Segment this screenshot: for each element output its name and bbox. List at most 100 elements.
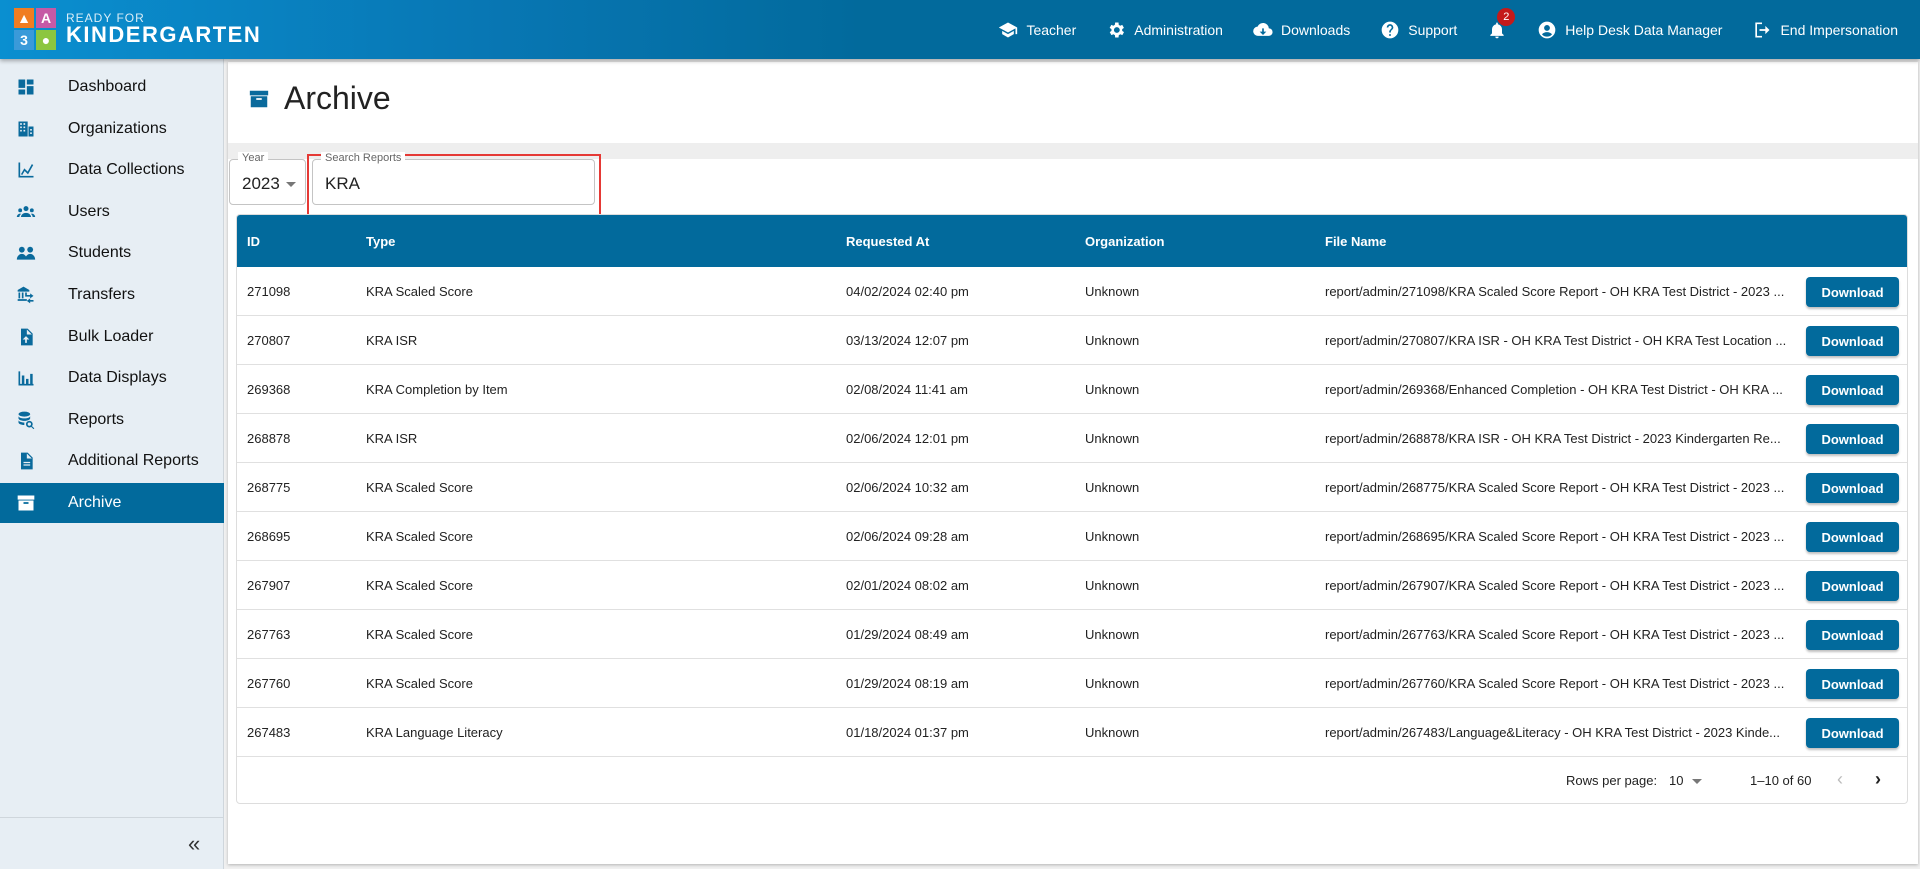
cell-id: 268695 bbox=[247, 528, 291, 544]
column-header-file-name[interactable]: File Name bbox=[1325, 233, 1387, 249]
topnav-gear-link[interactable]: Administration bbox=[1106, 20, 1223, 40]
download-button[interactable]: Download bbox=[1806, 522, 1899, 552]
table-row: 267763 KRA Scaled Score 01/29/2024 08:49 a… bbox=[237, 610, 1907, 659]
page-title: Archive bbox=[248, 80, 391, 117]
column-header-type[interactable]: Type bbox=[366, 233, 396, 249]
table-row: 270807 KRA ISR 03/13/2024 12:07 pm Unknown r… bbox=[237, 316, 1907, 365]
top-nav: Teacher Administration Downloads Support 2 He… bbox=[998, 0, 1898, 59]
sidebar-item-label: Data Collections bbox=[68, 161, 185, 179]
sidebar-divider bbox=[0, 817, 224, 818]
topnav-help-link[interactable]: Support bbox=[1380, 20, 1457, 40]
sidebar-item-dashboard[interactable]: Dashboard bbox=[0, 67, 224, 107]
sidebar-item-reports[interactable]: Reports bbox=[0, 400, 224, 440]
notifications-button[interactable]: 2 bbox=[1487, 7, 1516, 40]
gear-icon bbox=[1109, 22, 1125, 37]
sidebar-item-students[interactable]: Students bbox=[0, 233, 224, 273]
cell-organization: Unknown bbox=[1085, 283, 1140, 299]
bar-chart-icon bbox=[16, 368, 36, 388]
page-title-text: Archive bbox=[284, 80, 391, 116]
cell-organization: Unknown bbox=[1085, 479, 1140, 495]
cell-file-name: report/admin/268775/KRA Scaled Score Rep… bbox=[1325, 479, 1785, 495]
download-button[interactable]: Download bbox=[1806, 277, 1899, 307]
main-content: Archive Year 2023 Search Reports KRA ID … bbox=[228, 62, 1918, 864]
cell-organization: Unknown bbox=[1085, 332, 1140, 348]
cell-requested-at: 02/06/2024 10:32 am bbox=[846, 479, 969, 495]
pagination: Rows per page: 10 1–10 of 60 ‹ › bbox=[237, 757, 1907, 803]
download-button[interactable]: Download bbox=[1806, 473, 1899, 503]
table-row: 267907 KRA Scaled Score 02/01/2024 08:02 a… bbox=[237, 561, 1907, 610]
cell-organization: Unknown bbox=[1085, 577, 1140, 593]
sidebar-item-label: Users bbox=[68, 202, 110, 220]
sidebar-item-organizations[interactable]: Organizations bbox=[0, 109, 224, 149]
dashboard-icon bbox=[16, 77, 36, 97]
cell-id: 268775 bbox=[247, 479, 291, 495]
year-label: Year bbox=[238, 152, 269, 164]
database-search-icon bbox=[16, 410, 36, 430]
cell-requested-at: 01/29/2024 08:49 am bbox=[846, 626, 969, 642]
search-reports-input[interactable]: Search Reports KRA bbox=[312, 152, 595, 205]
cell-type: KRA ISR bbox=[366, 332, 418, 348]
download-button[interactable]: Download bbox=[1806, 375, 1899, 405]
user-circle-icon bbox=[1538, 21, 1556, 38]
previous-page-button[interactable]: ‹ bbox=[1837, 769, 1843, 789]
table-row: 268878 KRA ISR 02/06/2024 12:01 pm Unknown r… bbox=[237, 414, 1907, 463]
filter-band bbox=[228, 143, 1918, 159]
download-button[interactable]: Download bbox=[1806, 571, 1899, 601]
download-button[interactable]: Download bbox=[1806, 669, 1899, 699]
cell-type: KRA Scaled Score bbox=[366, 675, 473, 691]
topnav-label: Administration bbox=[1134, 21, 1223, 38]
table-row: 268775 KRA Scaled Score 02/06/2024 10:32 a… bbox=[237, 463, 1907, 512]
cell-id: 267483 bbox=[247, 724, 291, 740]
topnav-user-circle-link[interactable]: Help Desk Data Manager bbox=[1537, 20, 1722, 40]
topnav-label: End Impersonation bbox=[1780, 21, 1898, 38]
topnav-label: Downloads bbox=[1280, 21, 1351, 38]
logo-block: 3 bbox=[14, 30, 34, 50]
next-page-button[interactable]: › bbox=[1875, 769, 1881, 789]
download-button[interactable]: Download bbox=[1806, 424, 1899, 454]
search-label: Search Reports bbox=[321, 152, 406, 164]
download-button[interactable]: Download bbox=[1806, 620, 1899, 650]
table-row: 269368 KRA Completion by Item 02/08/2024 1… bbox=[237, 365, 1907, 414]
year-select[interactable]: Year 2023 bbox=[229, 152, 306, 205]
help-icon bbox=[1381, 21, 1399, 38]
chevron-down-icon bbox=[286, 182, 296, 192]
topnav-label: Support bbox=[1408, 21, 1458, 38]
sidebar-item-archive[interactable]: Archive bbox=[0, 483, 224, 523]
cell-type: KRA Scaled Score bbox=[366, 577, 473, 593]
sidebar-item-label: Additional Reports bbox=[68, 452, 199, 470]
sidebar-item-label: Bulk Loader bbox=[68, 327, 154, 345]
download-button[interactable]: Download bbox=[1806, 718, 1899, 748]
cloud-download-icon bbox=[1253, 22, 1273, 36]
topnav-cloud-download-link[interactable]: Downloads bbox=[1253, 20, 1350, 40]
cell-type: KRA ISR bbox=[366, 430, 418, 446]
sidebar-item-bulk-loader[interactable]: Bulk Loader bbox=[0, 317, 224, 357]
top-header: ▲ A 3 ● READY FOR KINDERGARTEN Teacher Ad… bbox=[0, 0, 1920, 59]
logo-block: A bbox=[36, 8, 56, 28]
logo-block: ▲ bbox=[14, 8, 34, 28]
cell-type: KRA Scaled Score bbox=[366, 626, 473, 642]
table-header: ID Type Requested At Organization File N… bbox=[237, 215, 1907, 267]
chevron-down-icon[interactable] bbox=[1692, 779, 1702, 789]
rows-per-page-select[interactable]: 10 bbox=[1669, 773, 1684, 788]
column-header-organization[interactable]: Organization bbox=[1085, 233, 1165, 249]
topnav-logout-link[interactable]: End Impersonation bbox=[1752, 20, 1898, 40]
cell-type: KRA Completion by Item bbox=[366, 381, 508, 397]
sidebar-item-users[interactable]: Users bbox=[0, 192, 224, 232]
topnav-graduation-cap-link[interactable]: Teacher bbox=[998, 20, 1076, 40]
cell-organization: Unknown bbox=[1085, 381, 1140, 397]
sidebar-item-additional-reports[interactable]: Additional Reports bbox=[0, 441, 224, 481]
cell-file-name: report/admin/267907/KRA Scaled Score Rep… bbox=[1325, 577, 1785, 593]
cell-organization: Unknown bbox=[1085, 430, 1140, 446]
collapse-sidebar-button[interactable]: « bbox=[188, 831, 201, 856]
sidebar-item-data-displays[interactable]: Data Displays bbox=[0, 358, 224, 398]
column-header-id[interactable]: ID bbox=[247, 233, 260, 249]
sidebar-item-transfers[interactable]: Transfers bbox=[0, 275, 224, 315]
cell-file-name: report/admin/271098/KRA Scaled Score Rep… bbox=[1325, 283, 1785, 299]
file-upload-icon bbox=[16, 327, 36, 347]
cell-file-name: report/admin/268878/KRA ISR - OH KRA Tes… bbox=[1325, 430, 1781, 446]
logo[interactable]: ▲ A 3 ● READY FOR KINDERGARTEN bbox=[14, 8, 261, 50]
download-button[interactable]: Download bbox=[1806, 326, 1899, 356]
cell-id: 270807 bbox=[247, 332, 291, 348]
column-header-requested-at[interactable]: Requested At bbox=[846, 233, 930, 249]
sidebar-item-data-collections[interactable]: Data Collections bbox=[0, 150, 224, 190]
